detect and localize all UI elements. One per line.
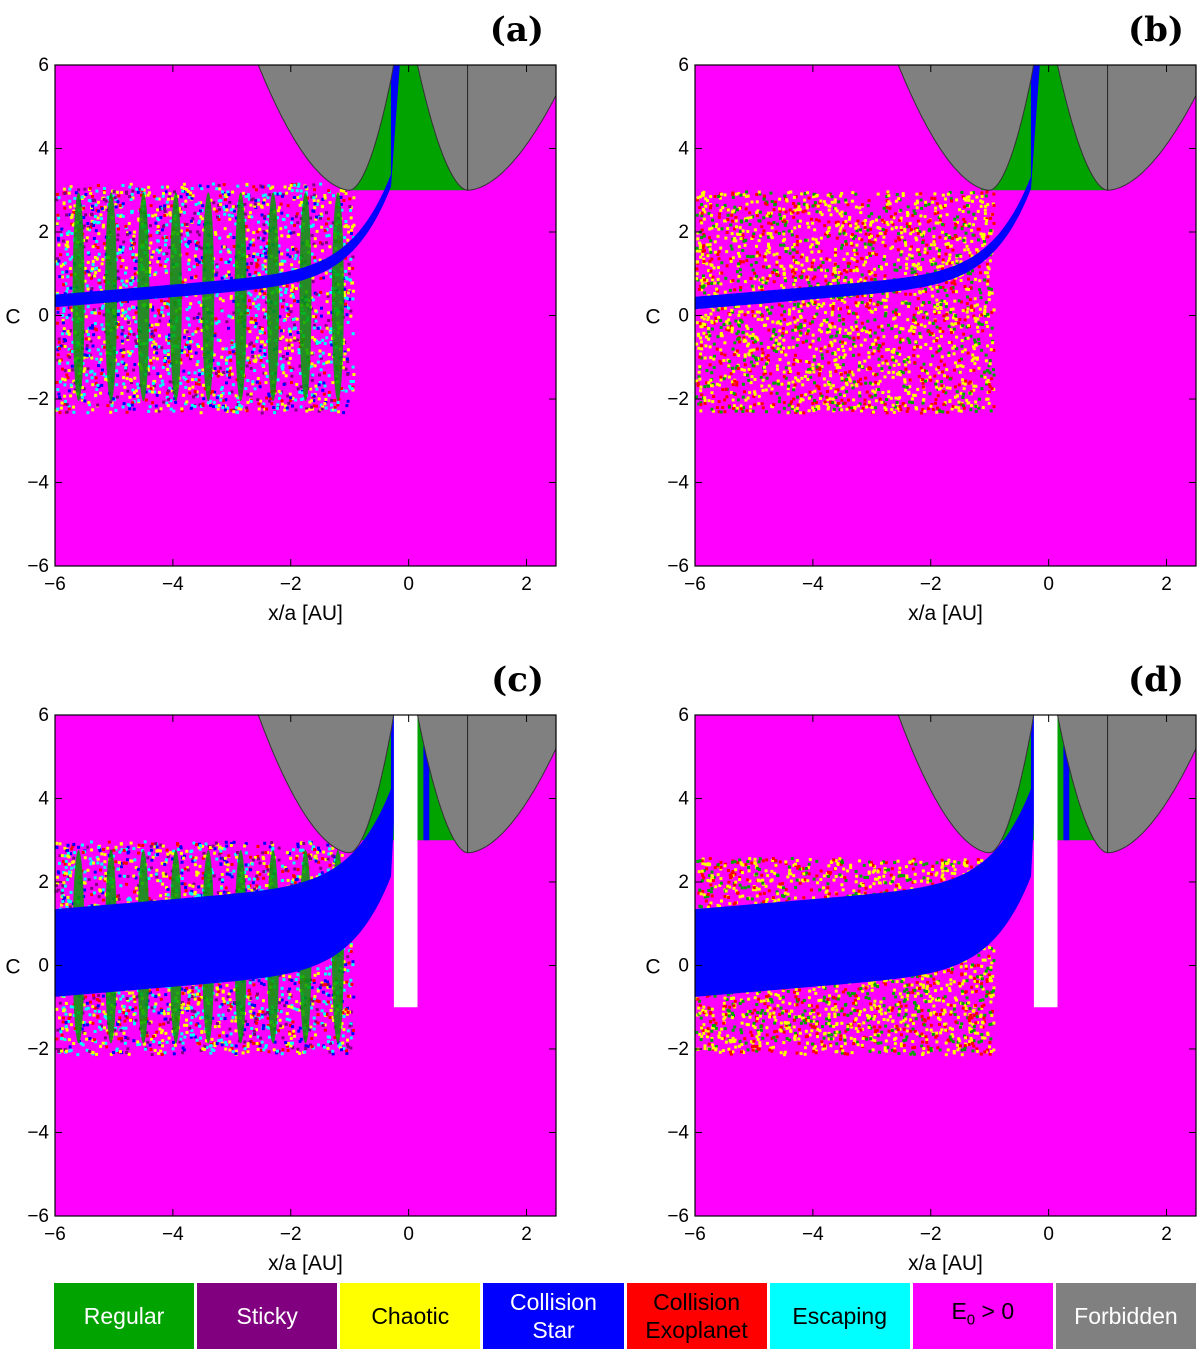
y-tick-label: −2 xyxy=(667,1039,689,1060)
panel-a: −6 −4 −2 0 2 −6 −4 −2 0 2 4 6 x/a [AU] C (a) xyxy=(5,10,557,625)
y-tick-label: −2 xyxy=(27,389,49,410)
y-tick-label: 4 xyxy=(38,139,49,160)
forbidden-region-planet xyxy=(1056,65,1196,191)
x-tick-label: −4 xyxy=(162,574,184,595)
x-tick-label: 0 xyxy=(403,574,414,595)
x-axis-label: x/a [AU] xyxy=(908,602,983,625)
y-tick-label: −4 xyxy=(667,1123,689,1144)
y-axis-label: C xyxy=(645,956,660,979)
y-axis-label: C xyxy=(5,956,20,979)
x-tick-label: −2 xyxy=(920,1224,942,1245)
chaotic-band xyxy=(695,190,996,415)
x-tick-label: −6 xyxy=(684,574,706,595)
legend: Regular Sticky Chaotic Collision Star Co… xyxy=(54,1283,1196,1349)
forbidden-region-planet xyxy=(1056,715,1196,854)
panel-label: (a) xyxy=(490,10,544,50)
x-tick-label: −6 xyxy=(44,1224,66,1245)
y-tick-label: 0 xyxy=(38,956,49,977)
panel-d: −6 −4 −2 0 2 −6 −4 −2 0 2 4 6 x/a [AU] C (d) xyxy=(645,660,1197,1275)
x-tick-label: −6 xyxy=(44,574,66,595)
forbidden-region-star xyxy=(897,715,1035,854)
y-tick-label: −4 xyxy=(27,1123,49,1144)
y-tick-label: −6 xyxy=(667,556,689,577)
plot-area xyxy=(695,65,1196,566)
y-tick-label: −6 xyxy=(667,1206,689,1227)
forbidden-region-planet xyxy=(416,715,556,854)
x-tick-label: −2 xyxy=(920,574,942,595)
x-tick-label: 2 xyxy=(521,574,532,595)
y-tick-label: −2 xyxy=(667,389,689,410)
y-tick-label: −6 xyxy=(27,556,49,577)
x-tick-label: 2 xyxy=(521,1224,532,1245)
y-axis-label: C xyxy=(5,306,20,329)
collision-star-band xyxy=(695,715,1040,997)
forbidden-region-star xyxy=(257,65,395,191)
y-tick-label: −2 xyxy=(27,1039,49,1060)
legend-collision-star: Collision Star xyxy=(483,1283,624,1349)
collision-star-strip xyxy=(1063,715,1070,841)
x-axis-label: x/a [AU] xyxy=(908,1252,983,1275)
y-tick-label: 2 xyxy=(678,222,689,243)
y-tick-label: 6 xyxy=(678,55,689,76)
legend-forbidden: Forbidden xyxy=(1055,1283,1196,1349)
panel-label: (d) xyxy=(1128,660,1184,700)
x-axis-label: x/a [AU] xyxy=(268,602,343,625)
y-tick-label: −4 xyxy=(667,473,689,494)
legend-regular: Regular xyxy=(54,1283,195,1349)
y-tick-label: 2 xyxy=(38,222,49,243)
x-tick-label: −2 xyxy=(280,574,302,595)
x-tick-label: 0 xyxy=(1043,574,1054,595)
y-tick-label: 0 xyxy=(38,306,49,327)
y-axis-label: C xyxy=(645,306,660,329)
y-tick-label: 6 xyxy=(38,705,49,726)
x-tick-label: 0 xyxy=(1043,1224,1054,1245)
y-tick-label: 0 xyxy=(678,956,689,977)
forbidden-region-star xyxy=(257,715,395,854)
y-tick-label: 6 xyxy=(38,55,49,76)
legend-unbound: E0 > 0 xyxy=(912,1283,1053,1349)
panel-label: (c) xyxy=(491,660,544,700)
plot-area xyxy=(55,65,556,566)
legend-sticky: Sticky xyxy=(197,1283,338,1349)
x-tick-label: −2 xyxy=(280,1224,302,1245)
y-tick-label: 6 xyxy=(678,705,689,726)
forbidden-region-planet xyxy=(416,65,556,191)
panel-c: −6 −4 −2 0 2 −6 −4 −2 0 2 4 6 x/a [AU] C (c) xyxy=(5,660,557,1275)
x-tick-label: −4 xyxy=(162,1224,184,1245)
y-tick-label: 4 xyxy=(678,789,689,810)
y-tick-label: 4 xyxy=(38,789,49,810)
legend-escaping: Escaping xyxy=(769,1283,910,1349)
panel-b: −6 −4 −2 0 2 −6 −4 −2 0 2 4 6 x/a [AU] C (b) xyxy=(645,10,1197,625)
y-tick-label: 2 xyxy=(678,872,689,893)
y-tick-label: 4 xyxy=(678,139,689,160)
y-tick-label: 0 xyxy=(678,306,689,327)
x-tick-label: −4 xyxy=(802,1224,824,1245)
x-tick-label: −6 xyxy=(684,1224,706,1245)
y-tick-label: 2 xyxy=(38,872,49,893)
gap-region xyxy=(393,715,418,1008)
x-tick-label: 0 xyxy=(403,1224,414,1245)
y-tick-label: −4 xyxy=(27,473,49,494)
gap-region xyxy=(1033,715,1058,1008)
forbidden-region-star xyxy=(897,65,1035,191)
collision-star-band xyxy=(55,715,400,997)
collision-star-strip xyxy=(423,715,430,841)
x-tick-label: −4 xyxy=(802,574,824,595)
y-tick-label: −6 xyxy=(27,1206,49,1227)
legend-chaotic: Chaotic xyxy=(340,1283,481,1349)
plot-area xyxy=(695,715,1196,1216)
legend-collision-exoplanet: Collision Exoplanet xyxy=(626,1283,767,1349)
plot-area xyxy=(55,715,556,1216)
x-tick-label: 2 xyxy=(1161,574,1172,595)
x-axis-label: x/a [AU] xyxy=(268,1252,343,1275)
x-tick-label: 2 xyxy=(1161,1224,1172,1245)
panel-label: (b) xyxy=(1128,10,1184,50)
